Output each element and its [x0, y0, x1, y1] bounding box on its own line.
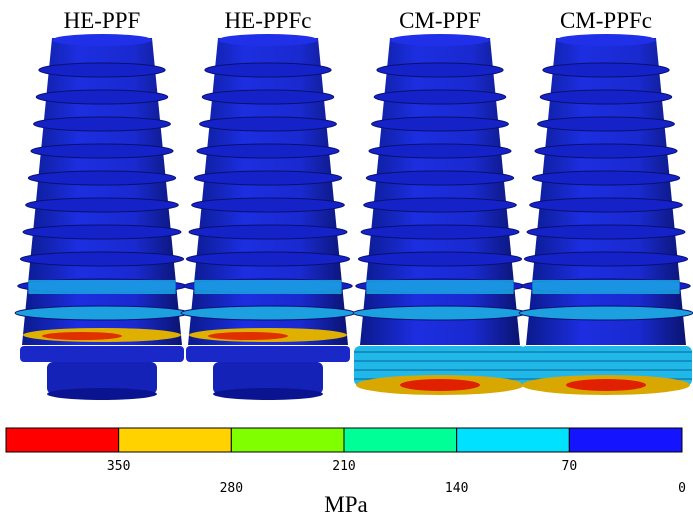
- colorbar-segment: [456, 427, 570, 453]
- thread: [201, 89, 335, 105]
- thread: [27, 170, 177, 186]
- panel-label: HE-PPF: [64, 8, 141, 33]
- colorbar-tick-label: 210: [332, 459, 355, 474]
- implant-top: [52, 34, 152, 46]
- thread: [188, 224, 348, 240]
- thread: [542, 62, 670, 78]
- panel-label: CM-PPFc: [560, 8, 652, 33]
- thread: [531, 170, 681, 186]
- implant-renders: [14, 34, 693, 400]
- thread: [365, 170, 515, 186]
- thread: [185, 251, 351, 267]
- implant-collar: [186, 346, 350, 362]
- colorbar-tick-label: 140: [445, 481, 468, 496]
- stress-band: [532, 280, 680, 294]
- thread: [529, 197, 683, 213]
- hex-base: [213, 388, 323, 400]
- thread: [180, 305, 356, 321]
- thread: [19, 251, 185, 267]
- thread: [373, 89, 507, 105]
- implant-collar: [20, 346, 184, 362]
- colorbar-tick-label: 280: [220, 481, 243, 496]
- thread: [196, 143, 340, 159]
- thread: [33, 116, 171, 132]
- colorbar-segment: [230, 427, 345, 453]
- thread: [30, 143, 174, 159]
- implant-collar: [354, 346, 526, 386]
- colorbar-tick-label: 350: [107, 459, 130, 474]
- thread: [199, 116, 337, 132]
- thread: [539, 89, 673, 105]
- implant-body: [188, 38, 348, 345]
- thread: [191, 197, 345, 213]
- colorbar-segment: [568, 427, 683, 453]
- implant-body: [22, 38, 182, 345]
- thread: [352, 305, 528, 321]
- thread: [22, 224, 182, 240]
- thread: [371, 116, 509, 132]
- thread: [518, 305, 693, 321]
- thread: [376, 62, 504, 78]
- thread: [363, 197, 517, 213]
- thread: [193, 170, 343, 186]
- implant-body: [360, 38, 520, 345]
- stress-band: [366, 280, 514, 294]
- thread: [368, 143, 512, 159]
- colorbar-tick-label: 70: [562, 459, 578, 474]
- implant-hex: [47, 362, 157, 394]
- thread: [357, 251, 523, 267]
- colorbar-tick-label: 0: [678, 481, 686, 496]
- colorbar-segment: [118, 427, 232, 453]
- thread: [204, 62, 332, 78]
- thread: [38, 62, 166, 78]
- thread: [523, 251, 689, 267]
- implant-body: [526, 38, 686, 345]
- colorbar-segment: [5, 427, 120, 453]
- implant-hex: [213, 362, 323, 394]
- thread: [25, 197, 179, 213]
- platform-hot: [566, 379, 646, 391]
- implant-top: [390, 34, 490, 46]
- stress-hot-core: [42, 332, 122, 340]
- platform-hot: [400, 379, 480, 391]
- panel-label: HE-PPFc: [225, 8, 312, 33]
- thread: [526, 224, 686, 240]
- thread: [35, 89, 169, 105]
- colorbar-segment: [343, 427, 458, 453]
- unit-label: MPa: [324, 492, 367, 517]
- implant-top: [218, 34, 318, 46]
- thread: [534, 143, 678, 159]
- stress-hot-core: [208, 332, 288, 340]
- thread: [360, 224, 520, 240]
- implant-top: [556, 34, 656, 46]
- colorbar: 350 280 210 140 70 0: [5, 427, 686, 496]
- implant-collar: [520, 346, 692, 386]
- stress-band: [28, 280, 176, 294]
- thread: [14, 305, 190, 321]
- hex-base: [47, 388, 157, 400]
- thread: [537, 116, 675, 132]
- stress-band: [194, 280, 342, 294]
- panel-label: CM-PPF: [399, 8, 481, 33]
